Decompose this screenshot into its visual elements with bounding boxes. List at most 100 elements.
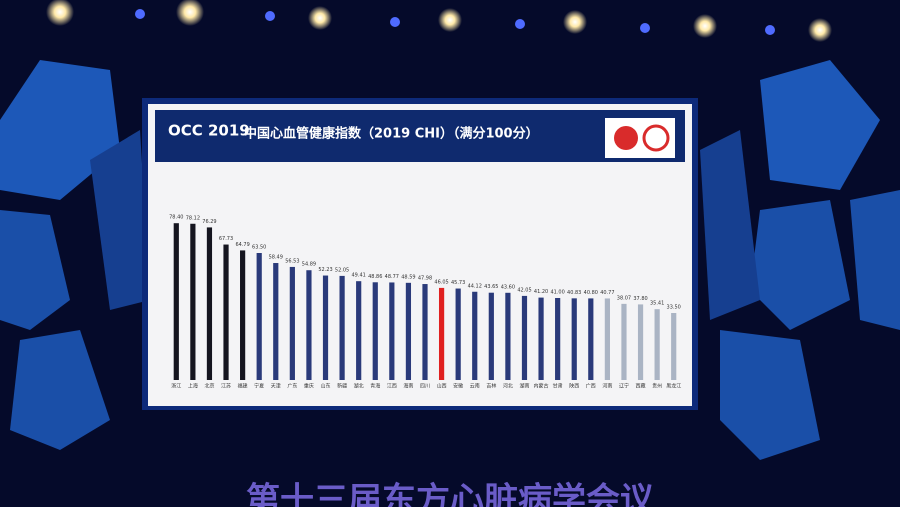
bar bbox=[405, 282, 412, 380]
x-tick-label: 四川 bbox=[420, 384, 430, 390]
bar bbox=[339, 275, 345, 380]
value-label: 64.79 bbox=[235, 242, 249, 248]
bar bbox=[306, 270, 312, 380]
value-label: 33.50 bbox=[667, 305, 681, 311]
x-tick-label: 安徽 bbox=[453, 383, 463, 390]
bar bbox=[173, 223, 179, 380]
x-tick-label: 浙江 bbox=[171, 383, 181, 390]
bar bbox=[372, 282, 378, 380]
value-label: 41.20 bbox=[534, 289, 548, 295]
value-label: 40.80 bbox=[584, 290, 598, 296]
x-tick-label: 内蒙古 bbox=[534, 383, 549, 390]
bar bbox=[671, 313, 677, 380]
value-label: 44.12 bbox=[468, 283, 482, 289]
x-tick-label: 北京 bbox=[204, 383, 214, 390]
value-label: 42.05 bbox=[517, 287, 531, 293]
bar bbox=[637, 304, 644, 380]
x-tick-label: 辽宁 bbox=[619, 383, 629, 390]
x-tick-label: 吉林 bbox=[486, 383, 496, 390]
x-tick-label: 青海 bbox=[370, 383, 380, 390]
decor bbox=[0, 0, 900, 460]
x-tick-label: 广东 bbox=[287, 383, 297, 390]
value-label: 56.53 bbox=[285, 258, 299, 264]
bar bbox=[240, 250, 246, 380]
banner-text: 第十三届东方心脏病学会议 bbox=[246, 481, 655, 507]
x-tick-label: 河南 bbox=[602, 383, 612, 390]
x-tick-label: 福建 bbox=[238, 383, 248, 390]
value-label: 41.00 bbox=[550, 290, 564, 296]
x-tick-label: 陕西 bbox=[569, 383, 579, 390]
logo-icon bbox=[642, 124, 670, 152]
x-tick-label: 山西 bbox=[437, 383, 447, 390]
bar bbox=[322, 275, 329, 380]
header-band bbox=[155, 110, 685, 162]
value-label: 45.73 bbox=[451, 280, 465, 286]
x-tick-label: 宁夏 bbox=[254, 383, 264, 390]
bar bbox=[206, 227, 213, 380]
bar bbox=[604, 298, 610, 380]
value-label: 46.05 bbox=[434, 279, 448, 285]
value-label: 67.73 bbox=[219, 236, 233, 242]
value-label: 63.50 bbox=[252, 245, 266, 251]
bar bbox=[621, 303, 627, 380]
bar bbox=[654, 309, 660, 380]
value-label: 43.60 bbox=[501, 284, 515, 290]
value-label: 40.77 bbox=[600, 290, 614, 296]
bar bbox=[538, 297, 544, 380]
x-tick-label: 湖南 bbox=[519, 383, 529, 390]
slide-title: 中国心血管健康指数（2019 CHI）（满分100分） bbox=[244, 126, 539, 142]
bar bbox=[588, 298, 594, 380]
x-tick-label: 西藏 bbox=[636, 383, 646, 390]
bar bbox=[472, 291, 478, 380]
x-tick-label: 江西 bbox=[387, 383, 397, 390]
bar bbox=[571, 298, 577, 380]
x-tick-label: 甘肃 bbox=[553, 383, 563, 390]
value-label: 52.23 bbox=[318, 267, 332, 273]
bar bbox=[190, 223, 196, 380]
bar bbox=[389, 282, 395, 380]
logo-icon bbox=[614, 126, 638, 150]
value-label: 54.89 bbox=[302, 262, 316, 268]
bar bbox=[455, 288, 461, 380]
bar bbox=[488, 292, 494, 380]
value-label: 40.83 bbox=[567, 290, 581, 296]
value-label: 48.59 bbox=[401, 274, 415, 280]
x-tick-label: 广西 bbox=[586, 383, 596, 390]
bar bbox=[438, 287, 445, 380]
value-label: 48.77 bbox=[385, 274, 399, 280]
value-label: 49.41 bbox=[352, 273, 366, 279]
x-tick-label: 海南 bbox=[403, 383, 413, 390]
x-tick-label: 湖北 bbox=[354, 383, 364, 390]
logo-text: OCC 2019 bbox=[168, 122, 250, 140]
x-tick-label: 江苏 bbox=[221, 383, 231, 390]
value-label: 37.80 bbox=[633, 296, 647, 302]
value-label: 76.29 bbox=[202, 219, 216, 225]
bar bbox=[273, 263, 279, 380]
value-label: 35.41 bbox=[650, 301, 664, 307]
bar bbox=[505, 292, 511, 380]
value-label: 78.12 bbox=[186, 215, 200, 221]
x-tick-label: 河北 bbox=[503, 383, 513, 390]
x-tick-label: 黑龙江 bbox=[666, 383, 681, 390]
value-label: 47.98 bbox=[418, 276, 432, 282]
value-label: 43.65 bbox=[484, 284, 498, 290]
value-label: 52.05 bbox=[335, 267, 349, 273]
x-tick-label: 天津 bbox=[271, 383, 281, 390]
bar bbox=[289, 266, 295, 380]
x-tick-label: 山东 bbox=[321, 383, 331, 390]
value-label: 78.40 bbox=[169, 215, 183, 221]
bar bbox=[356, 281, 362, 380]
bar bbox=[555, 298, 561, 380]
bar bbox=[521, 295, 528, 380]
x-tick-label: 上海 bbox=[188, 383, 198, 390]
x-tick-label: 新疆 bbox=[337, 383, 347, 390]
bar bbox=[256, 253, 262, 380]
x-tick-label: 云南 bbox=[470, 383, 480, 390]
x-tick-label: 贵州 bbox=[652, 383, 662, 390]
x-tick-label: 重庆 bbox=[304, 383, 314, 390]
value-label: 58.49 bbox=[269, 255, 283, 261]
value-label: 48.86 bbox=[368, 274, 382, 280]
bar bbox=[422, 284, 428, 380]
bar bbox=[223, 244, 229, 380]
